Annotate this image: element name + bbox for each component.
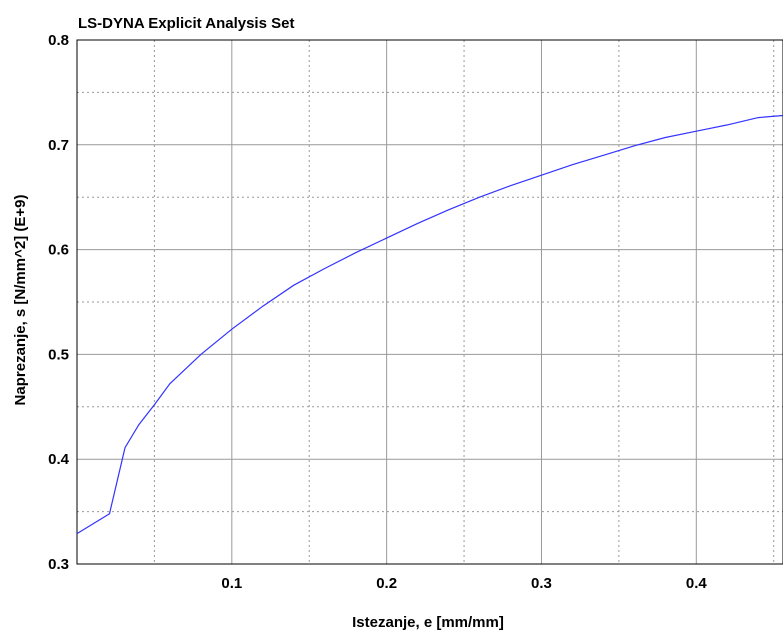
grid (77, 39, 783, 565)
series-layer (76, 114, 783, 535)
y-tick-label: 0.6 (48, 242, 69, 259)
y-tick-label: 0.7 (48, 137, 69, 154)
y-axis-label: Naprezanje, s [N/mm^2] (E+9) (12, 195, 29, 406)
x-axis-label: Istezanje, e [mm/mm] (352, 614, 504, 631)
x-tick-label: 0.4 (686, 575, 708, 592)
y-tick-label: 0.8 (48, 32, 69, 49)
plot-frame (76, 39, 783, 565)
y-tick-label: 0.3 (48, 556, 69, 573)
series-line (76, 114, 783, 535)
y-tick-label: 0.4 (48, 451, 70, 468)
tick-labels: 0.1 0.2 0.3 0.4 0.3 0.4 0.5 0.6 0.7 0.8 (48, 32, 707, 592)
x-tick-label: 0.3 (531, 575, 552, 592)
x-tick-label: 0.2 (376, 575, 397, 592)
y-tick-label: 0.5 (48, 346, 69, 363)
x-tick-label: 0.1 (221, 575, 242, 592)
chart-title: LS-DYNA Explicit Analysis Set (78, 15, 294, 32)
